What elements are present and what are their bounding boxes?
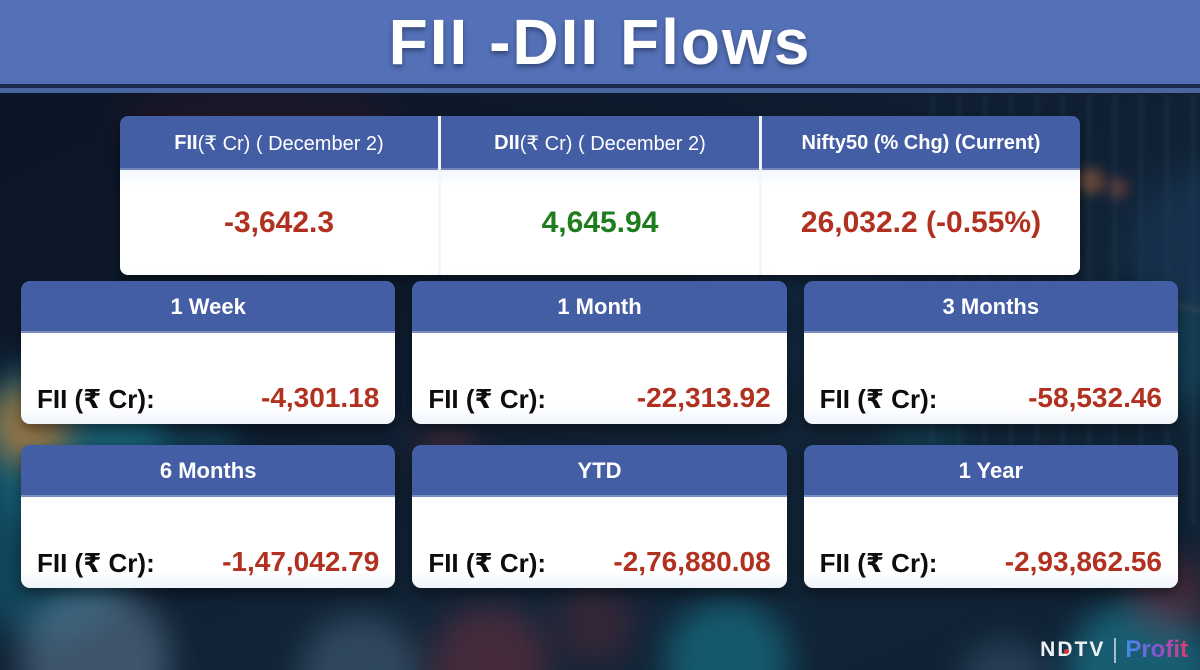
fii-cr-label: FII (₹ Cr): [428, 384, 547, 414]
period-card-body: FII (₹ Cr): -1,47,042.79 [21, 497, 396, 588]
summary-column-body: -3,642.3 [120, 170, 438, 275]
fii-cr-value: -58,532.46 [1028, 382, 1162, 413]
header-rest-text: (₹ Cr) ( December 2) [197, 132, 384, 155]
ndtv-red-dot-icon [1064, 649, 1070, 655]
fii-cr-label: FII (₹ Cr): [428, 548, 547, 578]
profit-wordmark: Profit [1125, 636, 1188, 663]
period-card-title: 3 Months [803, 281, 1178, 333]
summary-column-header: FII (₹ Cr) ( December 2) [120, 116, 438, 170]
period-card-6-months: 6 Months FII (₹ Cr): -1,47,042.79 [21, 445, 396, 588]
fii-value: -3,642.3 [223, 205, 335, 239]
period-card-1-month: 1 Month FII (₹ Cr): -22,313.92 [412, 281, 787, 424]
fii-cr-value: -1,47,042.79 [222, 546, 380, 577]
ndtv-text: NDTV [1040, 638, 1106, 661]
period-card-ytd: YTD FII (₹ Cr): -2,76,880.08 [412, 445, 787, 588]
period-card-title: 1 Year [803, 445, 1178, 497]
period-card-1-year: 1 Year FII (₹ Cr): -2,93,862.56 [803, 445, 1178, 588]
ndtv-wordmark: NDTV [1040, 638, 1105, 662]
nifty50-value: 26,032.2 (-0.55%) [800, 205, 1042, 239]
summary-column-header: Nifty50 (% Chg) (Current) [762, 116, 1080, 170]
period-card-body: FII (₹ Cr): -2,93,862.56 [803, 497, 1178, 588]
fii-cr-label: FII (₹ Cr): [819, 384, 938, 414]
period-card-title: 1 Week [21, 281, 396, 333]
ndtv-profit-logo: NDTV Profit [1040, 636, 1188, 664]
period-card-body: FII (₹ Cr): -22,313.92 [412, 333, 787, 424]
page-title: FII -DII Flows [388, 6, 812, 78]
period-card-body: FII (₹ Cr): -58,532.46 [803, 333, 1178, 424]
period-card-3-months: 3 Months FII (₹ Cr): -58,532.46 [803, 281, 1178, 424]
header-rest-text: (₹ Cr) ( December 2) [519, 132, 706, 155]
period-card-body: FII (₹ Cr): -2,76,880.08 [412, 497, 787, 588]
logo-divider [1114, 637, 1117, 663]
fii-cr-value: -2,93,862.56 [1004, 546, 1162, 577]
period-card-body: FII (₹ Cr): -4,301.18 [21, 333, 396, 424]
dii-value: 4,645.94 [541, 205, 659, 239]
title-banner: FII -DII Flows [0, 0, 1200, 88]
period-cards-grid: 1 Week FII (₹ Cr): -4,301.18 1 Month FII… [21, 281, 1178, 588]
period-card-title: YTD [412, 445, 787, 497]
period-card-title: 6 Months [21, 445, 396, 497]
fii-cr-value: -4,301.18 [261, 382, 380, 413]
banner-edge-stripe [0, 88, 1200, 93]
summary-column-nifty50: Nifty50 (% Chg) (Current) 26,032.2 (-0.5… [759, 116, 1080, 275]
fii-cr-value: -2,76,880.08 [613, 546, 771, 577]
fii-cr-label: FII (₹ Cr): [37, 548, 155, 578]
summary-column-dii: DII (₹ Cr) ( December 2) 4,645.94 [438, 116, 759, 275]
header-bold-text: DII [494, 131, 520, 154]
summary-column-fii: FII (₹ Cr) ( December 2) -3,642.3 [120, 116, 438, 275]
summary-column-body: 4,645.94 [441, 170, 759, 275]
fii-cr-label: FII (₹ Cr): [37, 384, 155, 414]
period-card-title: 1 Month [412, 281, 787, 333]
header-bold-text: Nifty50 (% Chg) (Current) [801, 131, 1041, 154]
period-card-1-week: 1 Week FII (₹ Cr): -4,301.18 [21, 281, 396, 424]
summary-column-body: 26,032.2 (-0.55%) [762, 170, 1080, 275]
fii-cr-value: -22,313.92 [636, 382, 771, 413]
summary-table: FII (₹ Cr) ( December 2) -3,642.3 DII (₹… [120, 116, 1080, 275]
fii-cr-label: FII (₹ Cr): [819, 548, 938, 578]
header-bold-text: FII [174, 131, 198, 154]
summary-column-header: DII (₹ Cr) ( December 2) [441, 116, 759, 170]
